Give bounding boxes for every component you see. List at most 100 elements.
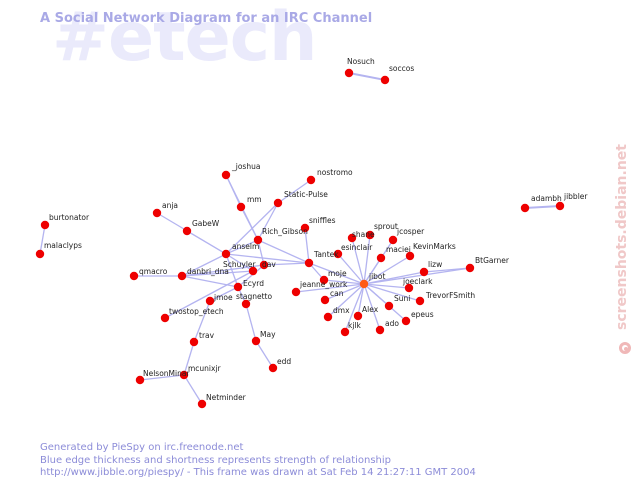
node-label: danbri_dna [187,267,229,276]
node-label: maciej [386,245,411,254]
side-credit: screenshots.debian.net [614,144,630,330]
edge-trav-mcunixjr [183,341,195,376]
node-dot [40,220,50,230]
node-label: burtonator [49,213,90,222]
edge-danbri-dav [181,264,265,277]
edge-epeus-jibot [363,283,407,322]
node-label: jibbler [563,192,588,201]
edge-adambh-jibbler [524,205,561,209]
node-dot [241,299,251,309]
node-dot [135,375,145,385]
node-dot [221,249,231,259]
node-dot [353,311,363,321]
node-label: Static-Pulse [284,190,328,199]
node-dot [236,202,246,212]
node-label: Ecyrd [243,279,264,288]
node-dot [177,271,187,281]
node-lizw: lizw [419,260,442,277]
node-label: sniffles [309,216,336,225]
node-dot [347,233,357,243]
node-anselm: anselm [221,242,259,259]
node-dot [375,325,385,335]
diagram-title: A Social Network Diagram for an IRC Chan… [40,11,373,26]
node-dot [340,327,350,337]
node-nostromo: nostromo [306,168,353,185]
node-qmacro: qmacro [129,267,168,281]
node-dot [380,75,390,85]
node-label: jmoe [213,293,233,302]
node-dot [189,337,199,347]
node-anja: anja [152,201,178,218]
node-schuyler: Schuyler [223,260,258,276]
node-moje: moje [319,269,347,285]
node-jibbler: jibbler [555,192,588,211]
node-label: soccos [389,64,414,73]
node-dot [404,283,414,293]
node-label: Nosuch [347,57,375,66]
node-dot [35,249,45,259]
edge-gabew-anselm [186,230,227,255]
node-label: Netminder [206,393,247,402]
edge-mcunixjr-netminder [183,374,203,405]
edge-tantek-jibot [308,262,365,285]
node-dot [376,253,386,263]
node-dot [465,263,475,273]
node-label: TrevorFSmith [425,291,475,300]
debian-swirl-icon [619,342,631,354]
node-label: shane [352,230,375,239]
node-maciej: maciej [376,245,411,263]
node-dot [555,201,565,211]
node-dot [365,230,375,240]
edge-may-edd [255,340,274,369]
node-label: moje [328,269,347,278]
edge-dmx-jibot [327,283,365,318]
node-label: anja [162,201,178,210]
node-static: Static-Pulse [273,190,328,208]
edge-ecyrd-jmoe [209,286,239,302]
node-dot [259,260,269,270]
node-dot [304,258,314,268]
node-alex: Alex [353,305,379,321]
node-joeclark: joeclark [402,277,433,293]
edge-btgarner-jibot [363,267,471,285]
edge-anselm-ecyrd [225,253,239,288]
node-dot [415,296,425,306]
node-sniffles: sniffles [300,216,336,233]
node-joshua: _joshua [221,162,260,180]
node-dot [253,235,263,245]
node-label: Tantek [313,250,339,259]
node-burtonator: burtonator [40,213,90,230]
node-dot [160,313,170,323]
node-jcosper: jcosper [388,227,425,245]
node-mcunixjr: mcunixjr [179,364,222,380]
node-dot [306,175,316,185]
node-can: can [320,289,344,305]
node-dot [182,226,192,236]
node-dot [323,312,333,322]
node-dmx: dmx [323,306,350,322]
node-epeus: epeus [401,310,434,326]
node-dot [520,203,530,213]
edge-twostop-schuyler [164,270,254,319]
node-malaclyps: malaclyps [35,241,82,259]
node-dot [320,295,330,305]
edge-jeanne-jibot [295,283,365,293]
edge-mcunixjr-nelson [139,374,185,381]
node-dot [251,336,261,346]
node-stagnetto: stagnetto [236,292,272,309]
node-kevin: KevinMarks [405,242,456,261]
edge-jmoe-trav [193,300,211,343]
edge-nostromo-static [277,179,312,204]
edge-dav-tantek [263,262,310,266]
node-twostop: twostop_etech [160,307,224,323]
node-dot [273,198,283,208]
footer-legend: Blue edge thickness and shortness repres… [40,455,392,466]
edge-sprout-jibot [363,234,371,285]
node-dot [401,316,411,326]
node-label: GabeW [192,219,220,228]
edge-maciej-jibot [363,257,382,285]
edge-shane-jibot [351,237,365,285]
edge-rich-anselm [225,239,259,255]
